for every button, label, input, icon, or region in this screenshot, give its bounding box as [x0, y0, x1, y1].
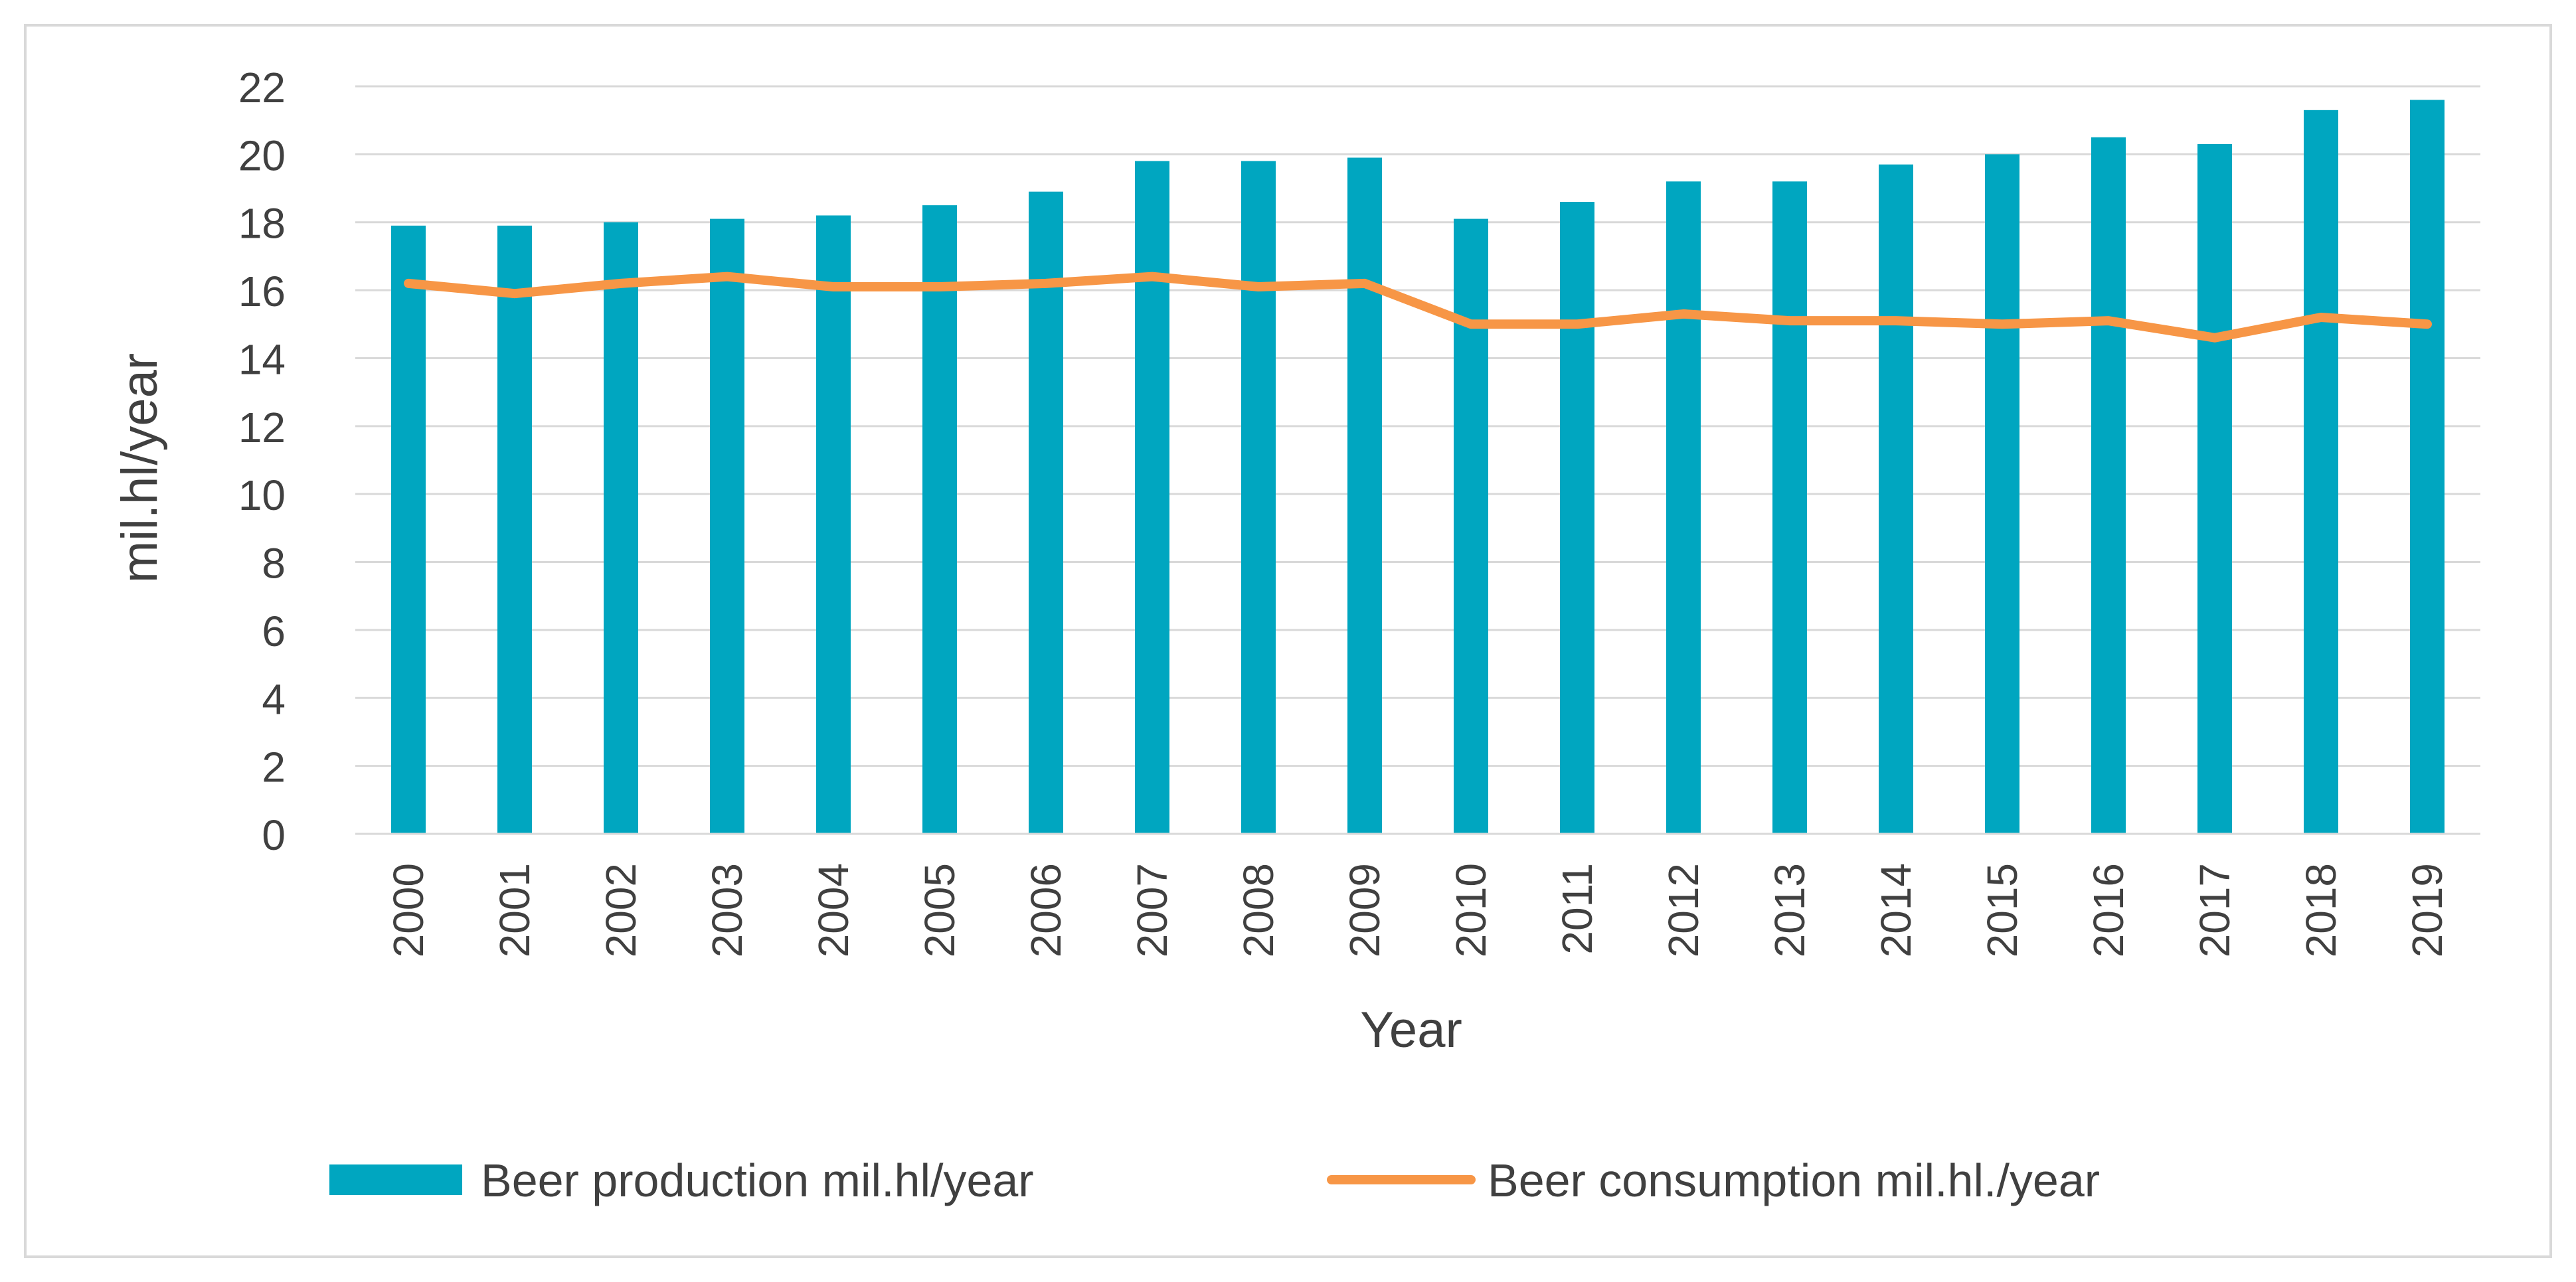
- point-consumption-2009: [1364, 282, 1365, 284]
- y-tick-label: 0: [262, 811, 286, 859]
- x-tick-label-2013: 2013: [1766, 863, 1814, 957]
- point-consumption-2004: [833, 285, 834, 287]
- x-tick-label-2019: 2019: [2403, 863, 2451, 957]
- bar-production-2004: [816, 215, 851, 834]
- point-consumption-2012: [1683, 313, 1684, 315]
- point-consumption-2011: [1577, 323, 1578, 325]
- x-tick-label-2001: 2001: [491, 863, 539, 957]
- production-bars: [391, 100, 2445, 835]
- x-tick-label-2002: 2002: [597, 863, 645, 957]
- point-consumption-2019: [2427, 323, 2428, 325]
- point-consumption-2001: [514, 293, 515, 295]
- x-tick-label-2010: 2010: [1447, 863, 1495, 957]
- y-tick-label: 6: [262, 607, 286, 655]
- x-tick-label-2014: 2014: [1872, 863, 1920, 957]
- bar-production-2012: [1666, 181, 1701, 834]
- x-tick-label-2012: 2012: [1660, 863, 1707, 957]
- bar-production-2014: [1879, 164, 1913, 834]
- x-tick-label-2005: 2005: [916, 863, 964, 957]
- point-consumption-2002: [620, 282, 622, 284]
- axes: 0 2 4 6 8 10 12 14 16 18 20 22 2000 2001 2002 2003 2004 2…: [238, 64, 2480, 957]
- bar-production-2013: [1772, 181, 1807, 834]
- bar-production-2007: [1135, 161, 1169, 835]
- consumption-line-group: [404, 272, 2432, 343]
- x-tick-label-2009: 2009: [1341, 863, 1389, 957]
- y-tick-label: 8: [262, 540, 286, 588]
- point-consumption-2003: [727, 276, 728, 278]
- bar-production-2017: [2197, 144, 2232, 835]
- x-tick-label-2016: 2016: [2085, 863, 2132, 957]
- x-tick-label-2011: 2011: [1553, 863, 1601, 955]
- bar-production-2002: [604, 222, 638, 834]
- x-tick-label-2000: 2000: [385, 863, 432, 957]
- point-consumption-2008: [1258, 285, 1259, 287]
- y-tick-label: 4: [262, 675, 286, 723]
- point-consumption-2015: [2002, 323, 2003, 325]
- point-consumption-2018: [2320, 317, 2322, 319]
- point-consumption-2014: [1895, 320, 1897, 322]
- bar-production-2019: [2410, 100, 2445, 834]
- legend-swatch-production: [329, 1164, 462, 1195]
- point-consumption-2016: [2108, 320, 2109, 322]
- point-consumption-2007: [1152, 276, 1153, 278]
- y-tick-label: 12: [238, 404, 286, 451]
- bar-production-2011: [1560, 202, 1594, 834]
- y-tick-label: 2: [262, 744, 286, 791]
- x-axis-title: Year: [1360, 1002, 1462, 1058]
- x-tick-label-2004: 2004: [810, 863, 857, 957]
- bar-production-2003: [710, 218, 744, 834]
- bar-production-2015: [1985, 154, 2019, 834]
- y-tick-label: 14: [238, 335, 286, 383]
- line-consumption: [404, 272, 2432, 343]
- point-consumption-2010: [1470, 323, 1472, 325]
- y-tick-label: 10: [238, 471, 286, 519]
- x-tick-label-2018: 2018: [2297, 863, 2345, 957]
- point-consumption-2005: [939, 285, 940, 287]
- point-consumption-2017: [2214, 337, 2215, 339]
- bar-production-2018: [2304, 110, 2338, 834]
- chart-frame: [24, 24, 2552, 1258]
- legend-label-production: Beer production mil.hl/year: [481, 1155, 1034, 1206]
- x-tick-label-2006: 2006: [1022, 863, 1070, 957]
- point-consumption-2000: [408, 282, 409, 284]
- y-tick-label: 16: [238, 268, 286, 315]
- bar-production-2009: [1347, 157, 1382, 834]
- point-consumption-2006: [1045, 282, 1047, 284]
- x-tick-label-2003: 2003: [703, 863, 751, 957]
- y-tick-label: 22: [238, 64, 286, 112]
- y-tick-label: 18: [238, 200, 286, 248]
- gridlines: [355, 85, 2480, 767]
- bar-production-2008: [1241, 161, 1276, 835]
- y-axis-title: mil.hl/year: [112, 353, 168, 583]
- bar-production-2006: [1029, 191, 1063, 834]
- bar-production-2010: [1454, 218, 1488, 834]
- bar-production-2016: [2091, 137, 2126, 835]
- point-consumption-2013: [1789, 320, 1790, 322]
- x-tick-label-2008: 2008: [1235, 863, 1282, 957]
- bar-production-2001: [497, 225, 532, 834]
- x-tick-label-2015: 2015: [1978, 863, 2026, 957]
- x-tick-label-2017: 2017: [2191, 863, 2239, 957]
- bar-production-2000: [391, 225, 426, 834]
- legend-label-consumption: Beer consumption mil.hl./year: [1488, 1155, 2100, 1206]
- legend: Beer production mil.hl/year Beer consump…: [329, 1155, 2100, 1206]
- x-tick-label-2007: 2007: [1128, 863, 1176, 957]
- y-tick-label: 20: [238, 131, 286, 179]
- bar-production-2005: [922, 205, 957, 834]
